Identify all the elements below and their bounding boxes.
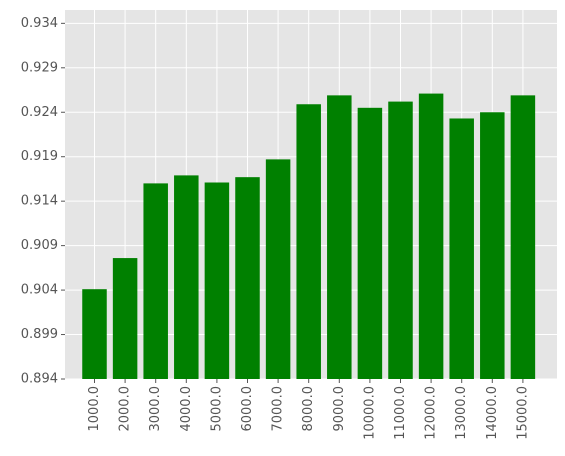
bar-1000.0 xyxy=(82,289,107,379)
x-tick-label: 13000.0 xyxy=(454,386,469,440)
x-tick-label: 7000.0 xyxy=(271,386,286,432)
bars xyxy=(82,93,536,380)
y-tick-label: 0.909 xyxy=(21,238,58,253)
x-tick-label: 15000.0 xyxy=(515,386,530,440)
bar-13000.0 xyxy=(449,118,474,379)
x-tick-label: 8000.0 xyxy=(301,386,316,432)
y-tick-label: 0.919 xyxy=(21,149,58,164)
x-tick-label: 6000.0 xyxy=(240,386,255,432)
bar-9000.0 xyxy=(327,95,352,379)
x-tick-label: 10000.0 xyxy=(362,386,377,440)
x-tick-label: 12000.0 xyxy=(424,386,439,440)
y-axis-ticks: 0.894 0.899 0.904 0.909 0.914 0.919 0.924 0.929… xyxy=(21,16,65,387)
x-tick-label: 9000.0 xyxy=(332,386,347,432)
x-tick-label: 14000.0 xyxy=(485,386,500,440)
bar-15000.0 xyxy=(510,95,536,379)
y-tick-label: 0.904 xyxy=(21,283,58,298)
x-tick-label: 4000.0 xyxy=(179,386,194,432)
x-tick-label: 2000.0 xyxy=(118,386,133,432)
bar-10000.0 xyxy=(357,107,383,380)
y-tick-label: 0.894 xyxy=(21,372,58,387)
x-tick-label: 11000.0 xyxy=(393,386,408,440)
bar-7000.0 xyxy=(265,159,291,379)
bar-12000.0 xyxy=(418,93,444,379)
x-tick-label: 1000.0 xyxy=(87,386,102,432)
bar-8000.0 xyxy=(296,104,321,379)
y-tick-label: 0.899 xyxy=(21,327,58,342)
bar-2000.0 xyxy=(112,258,138,379)
y-tick-label: 0.929 xyxy=(21,60,58,75)
x-axis-ticks: 1000.0 2000.0 3000.0 4000.0 5000.0 6000.0 7000… xyxy=(87,379,530,440)
y-tick-label: 0.924 xyxy=(21,105,58,120)
x-tick-label: 3000.0 xyxy=(148,386,163,432)
y-tick-label: 0.934 xyxy=(21,16,58,31)
bar-11000.0 xyxy=(388,101,413,379)
bar-5000.0 xyxy=(204,182,230,379)
bar-4000.0 xyxy=(174,175,199,379)
bar-3000.0 xyxy=(143,183,168,379)
bar-14000.0 xyxy=(480,112,505,379)
x-tick-label: 5000.0 xyxy=(209,386,224,432)
y-tick-label: 0.914 xyxy=(21,194,58,209)
bar-6000.0 xyxy=(235,177,260,379)
